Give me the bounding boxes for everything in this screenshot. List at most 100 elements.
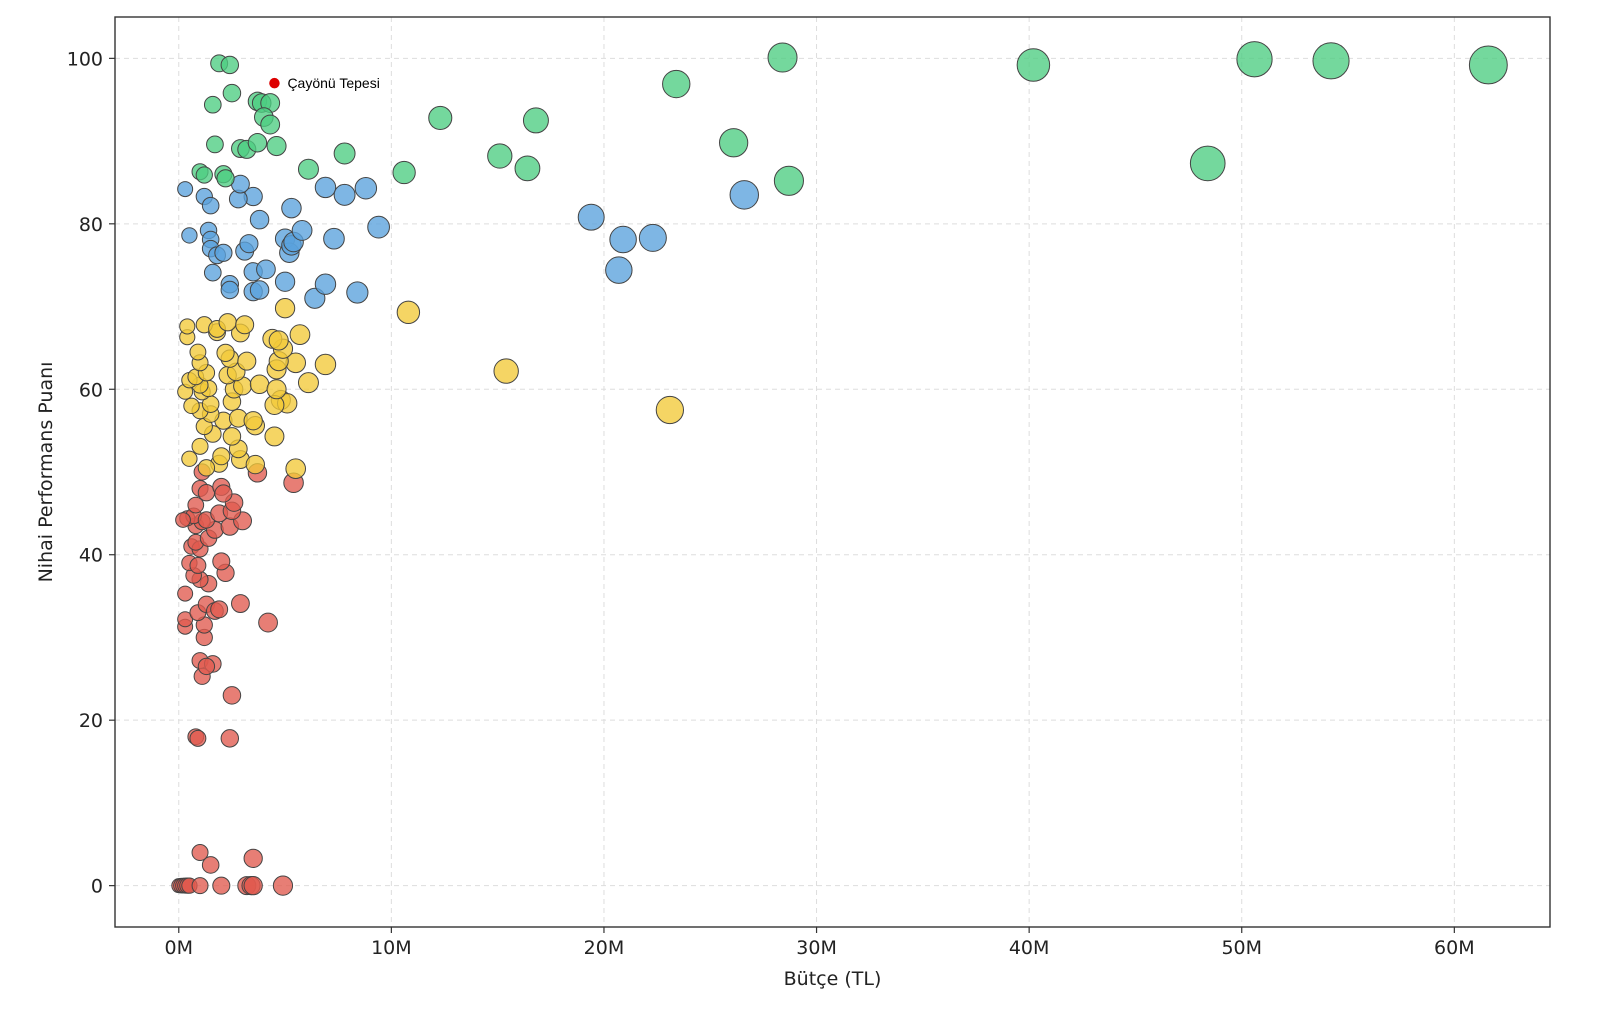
grid xyxy=(115,17,1550,927)
data-point-top xyxy=(220,55,240,75)
data-point-top xyxy=(428,105,453,130)
data-point-top xyxy=(222,83,242,103)
data-point-top xyxy=(1189,145,1226,182)
data-point-low xyxy=(201,856,220,874)
y-tick-label: 60 xyxy=(79,379,103,401)
data-point-mid xyxy=(314,353,337,376)
data-point-low xyxy=(175,512,191,528)
data-point-high xyxy=(314,176,337,199)
data-point-high xyxy=(323,227,345,250)
data-point-mid xyxy=(289,324,311,346)
data-point-low xyxy=(258,612,278,633)
data-point-high xyxy=(220,280,240,300)
x-tick-label: 60M xyxy=(1434,937,1475,959)
data-point-high xyxy=(249,280,270,300)
annotation-marker xyxy=(267,76,282,90)
data-point-top xyxy=(719,128,749,158)
data-point-high xyxy=(354,177,378,200)
data-point-low xyxy=(177,585,194,602)
data-point-high xyxy=(346,281,369,304)
data-point-high xyxy=(333,183,356,206)
data-point-mid xyxy=(212,447,231,466)
data-point-high xyxy=(249,209,270,230)
data-point-mid xyxy=(218,313,237,332)
data-point-high xyxy=(367,215,390,239)
data-point-top xyxy=(260,114,281,135)
data-point-mid xyxy=(266,379,287,400)
data-point-mid xyxy=(189,343,207,361)
data-point-high xyxy=(729,180,759,210)
data-point-top xyxy=(773,165,804,196)
data-point-high xyxy=(256,259,276,280)
data-point-high xyxy=(214,243,233,262)
data-point-low xyxy=(214,484,233,503)
y-tick-label: 0 xyxy=(91,876,103,898)
data-point-low xyxy=(197,484,216,502)
data-point-top xyxy=(1468,45,1508,85)
data-point-top xyxy=(247,133,268,153)
data-point-top xyxy=(1236,41,1273,78)
data-point-mid xyxy=(655,395,685,425)
data-point-high xyxy=(239,234,259,254)
y-tick-label: 100 xyxy=(67,48,103,70)
data-point-top xyxy=(522,107,549,134)
data-point-low xyxy=(243,848,263,868)
data-point-top xyxy=(203,95,222,114)
data-point-top xyxy=(297,158,319,180)
data-point-mid xyxy=(183,397,200,415)
x-tick-label: 20M xyxy=(584,937,625,959)
data-point-high xyxy=(638,223,667,252)
data-point-low xyxy=(212,552,231,571)
data-point-top xyxy=(216,169,235,188)
data-point-mid xyxy=(235,315,255,335)
data-point-top xyxy=(514,155,541,182)
y-axis-ticks: 0 20 40 60 80 100 xyxy=(67,48,115,898)
data-point-low xyxy=(189,729,207,747)
data-point-mid xyxy=(216,343,235,362)
data-point-low xyxy=(187,496,205,514)
data-point-mid xyxy=(285,458,307,479)
data-point-mid xyxy=(243,411,263,431)
data-point-mid xyxy=(179,318,196,335)
data-point-top xyxy=(266,136,287,157)
data-point-high xyxy=(177,181,194,198)
data-point-high xyxy=(181,227,198,244)
data-point-mid xyxy=(237,351,257,371)
annotation-label: Çayönü Tepesi xyxy=(287,75,379,91)
x-tick-label: 40M xyxy=(1009,937,1050,959)
data-point-mid xyxy=(222,427,242,446)
data-point-top xyxy=(333,142,356,165)
data-point-high xyxy=(201,196,220,215)
data-point-high xyxy=(291,220,313,241)
data-points xyxy=(171,41,1508,896)
data-point-high xyxy=(314,273,337,295)
annotation: Çayönü Tepesi xyxy=(267,75,380,91)
data-point-mid xyxy=(245,454,265,475)
x-axis-title: Bütçe (TL) xyxy=(784,968,882,990)
data-point-mid xyxy=(268,330,289,351)
data-point-mid xyxy=(264,426,285,447)
data-point-mid xyxy=(181,450,198,467)
x-tick-label: 50M xyxy=(1221,937,1262,959)
data-point-high xyxy=(281,197,302,219)
x-tick-label: 30M xyxy=(796,937,837,959)
data-point-low xyxy=(197,657,216,676)
data-point-mid xyxy=(191,437,209,455)
data-point-mid xyxy=(274,298,296,319)
data-point-low xyxy=(243,875,263,896)
x-tick-label: 0M xyxy=(165,937,193,959)
data-point-low xyxy=(220,729,240,748)
x-axis-ticks: 0M 10M 20M 30M 40M 50M 60M xyxy=(165,927,1475,959)
data-point-low xyxy=(272,875,294,896)
y-axis-title: Nihai Performans Puanı xyxy=(35,362,57,583)
data-point-top xyxy=(487,143,513,169)
data-point-top xyxy=(392,160,416,185)
data-point-low xyxy=(231,594,250,613)
plot-frame xyxy=(114,16,1551,928)
data-point-top xyxy=(767,42,798,73)
data-point-top xyxy=(195,166,213,184)
data-point-low xyxy=(189,557,207,574)
data-point-top xyxy=(206,135,224,154)
y-tick-label: 40 xyxy=(79,545,103,567)
data-point-low xyxy=(191,844,209,862)
